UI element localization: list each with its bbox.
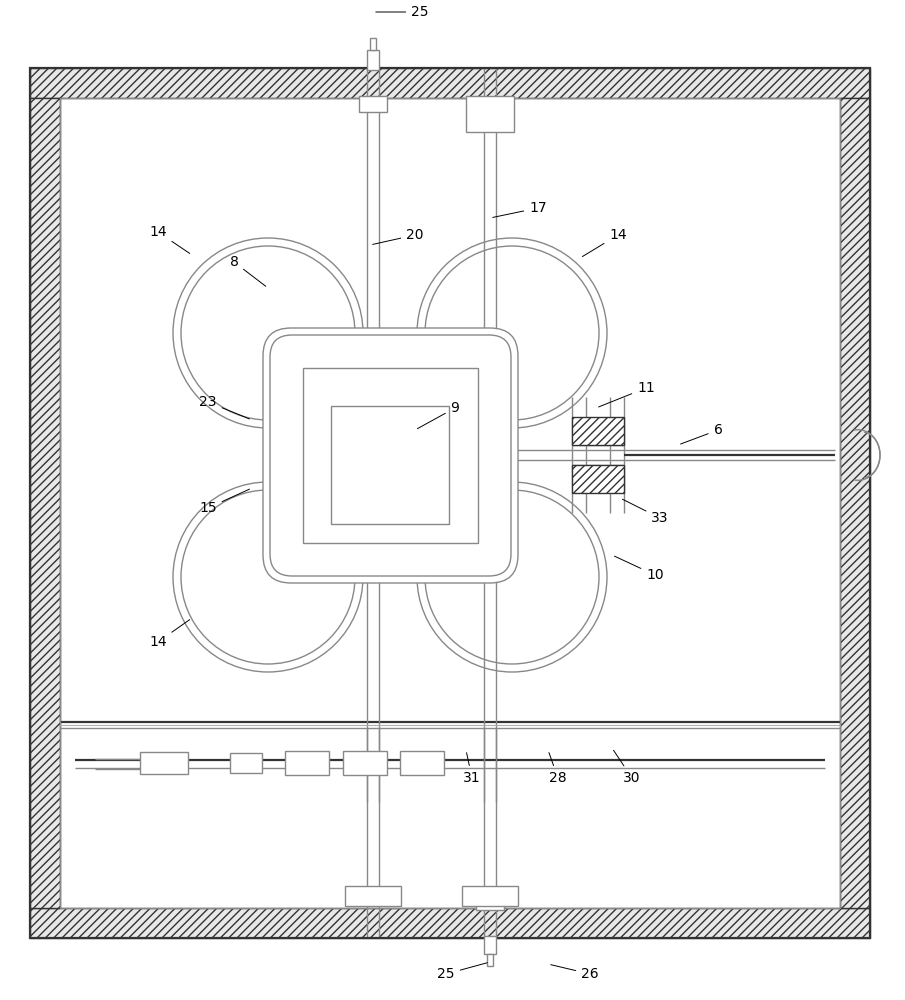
Circle shape xyxy=(181,490,355,664)
Bar xyxy=(345,886,401,906)
Bar xyxy=(285,751,329,775)
Circle shape xyxy=(173,482,363,672)
Text: 15: 15 xyxy=(199,489,250,515)
Bar xyxy=(487,954,493,966)
Bar xyxy=(359,96,387,112)
Bar xyxy=(484,936,496,954)
Text: 14: 14 xyxy=(149,620,190,649)
Bar xyxy=(30,908,870,938)
Circle shape xyxy=(425,490,599,664)
Text: 17: 17 xyxy=(492,201,547,217)
Text: 26: 26 xyxy=(551,965,599,981)
Text: 9: 9 xyxy=(417,401,460,429)
Bar xyxy=(60,98,840,908)
Text: 6: 6 xyxy=(681,423,722,444)
Text: 8: 8 xyxy=(230,255,266,286)
Bar xyxy=(367,50,379,70)
Text: 28: 28 xyxy=(549,753,567,785)
Circle shape xyxy=(417,482,607,672)
Bar xyxy=(30,68,870,98)
Circle shape xyxy=(173,238,363,428)
Text: 31: 31 xyxy=(463,753,481,785)
Bar xyxy=(343,751,387,775)
Bar xyxy=(303,368,478,543)
Bar xyxy=(462,886,518,906)
Text: 14: 14 xyxy=(149,225,190,253)
Text: 25: 25 xyxy=(437,963,487,981)
Bar xyxy=(466,96,514,132)
Bar xyxy=(30,68,870,938)
Bar xyxy=(572,417,624,445)
Text: 14: 14 xyxy=(583,228,627,257)
Text: 10: 10 xyxy=(614,556,663,582)
Circle shape xyxy=(417,238,607,428)
FancyBboxPatch shape xyxy=(263,328,518,583)
Text: 20: 20 xyxy=(373,228,424,244)
Bar xyxy=(476,894,504,910)
Bar xyxy=(370,38,376,50)
Bar xyxy=(400,751,444,775)
Text: 25: 25 xyxy=(376,5,429,19)
Bar xyxy=(840,98,870,908)
Circle shape xyxy=(425,246,599,420)
Bar xyxy=(140,752,188,774)
Text: 30: 30 xyxy=(614,750,641,785)
Bar xyxy=(60,98,840,908)
Bar xyxy=(331,406,449,524)
Circle shape xyxy=(181,246,355,420)
Bar xyxy=(572,465,624,493)
Text: 33: 33 xyxy=(623,499,669,525)
Bar xyxy=(30,98,60,908)
Text: 11: 11 xyxy=(598,381,655,407)
Bar xyxy=(230,753,262,773)
Text: 23: 23 xyxy=(199,395,250,419)
